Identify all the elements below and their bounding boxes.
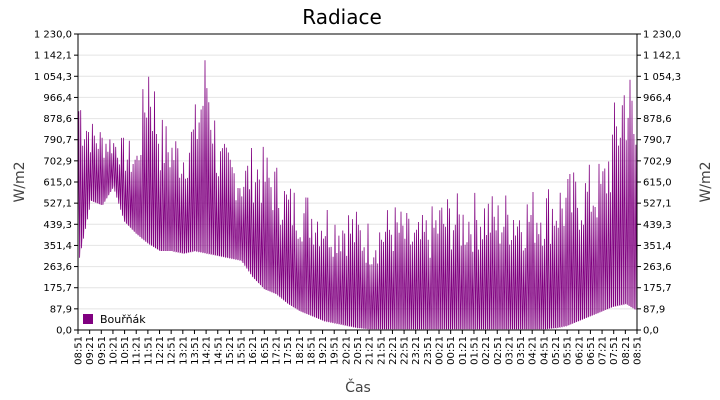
x-tick-label: 21:51: [376, 336, 387, 365]
x-tick-label: 09:51: [97, 336, 108, 365]
x-tick-label: 05:51: [563, 336, 574, 365]
y-axis-left: 0,0 87,9 175,7 263,6 351,4 439,3 527,1 615,0 702…: [34, 30, 78, 337]
x-tick-label: 12:51: [167, 336, 178, 365]
x-tick-label: 18:51: [306, 336, 317, 365]
y-tick-label-left: 175,7: [43, 283, 72, 294]
x-tick-label: 00:51: [446, 336, 457, 365]
x-tick-label: 12:21: [155, 336, 166, 365]
x-tick-label: 20:51: [353, 336, 364, 365]
y-tick-label-right: 966,4: [643, 93, 672, 104]
x-tick-label: 05:21: [551, 336, 562, 365]
x-tick-label: 10:51: [120, 336, 131, 365]
y-tick-label-left: 527,1: [43, 199, 72, 210]
x-tick-label: 23:21: [411, 336, 422, 365]
x-tick-label: 15:51: [237, 336, 248, 365]
x-tick-label: 13:21: [178, 336, 189, 365]
x-tick-label: 08:51: [633, 336, 644, 365]
y-tick-label-right: 0,0: [643, 326, 659, 337]
chart-title: Radiace: [302, 5, 382, 29]
x-tick-label: 16:51: [260, 336, 271, 365]
y-tick-label-left: 0,0: [56, 326, 72, 337]
x-tick-label: 09:21: [85, 336, 96, 365]
x-tick-label: 10:21: [108, 336, 119, 365]
y-tick-label-left: 1 230,0: [34, 30, 72, 41]
x-tick-label: 20:21: [341, 336, 352, 365]
y-tick-label-left: 878,6: [43, 114, 72, 125]
x-tick-label: 11:21: [132, 336, 143, 365]
x-tick-label: 21:21: [365, 336, 376, 365]
y-tick-label-left: 1 142,1: [34, 51, 72, 62]
x-tick-label: 15:21: [225, 336, 236, 365]
y-tick-label-left: 702,9: [43, 156, 72, 167]
x-tick-label: 02:51: [493, 336, 504, 365]
x-tick-label: 22:21: [388, 336, 399, 365]
x-tick-label: 00:21: [435, 336, 446, 365]
y-axis-title-left: W/m2: [12, 161, 28, 202]
x-tick-label: 18:21: [295, 336, 306, 365]
y-tick-label-right: 1 230,0: [643, 30, 681, 41]
x-tick-label: 02:21: [481, 336, 492, 365]
y-tick-label-left: 439,3: [43, 220, 72, 231]
x-axis: 08:51 09:21 09:51 10:21 10:51 11:21 11:51 12:21…: [74, 330, 644, 365]
x-tick-label: 04:51: [539, 336, 550, 365]
legend: Bouřňák: [83, 313, 146, 326]
x-tick-label: 07:51: [609, 336, 620, 365]
y-tick-label-left: 351,4: [43, 241, 72, 252]
y-tick-label-left: 966,4: [43, 93, 72, 104]
x-tick-label: 01:51: [469, 336, 480, 365]
x-tick-label: 13:51: [190, 336, 201, 365]
y-tick-label-right: 1 054,3: [643, 72, 681, 83]
x-tick-label: 16:21: [248, 336, 259, 365]
x-tick-label: 01:21: [458, 336, 469, 365]
x-tick-label: 23:51: [423, 336, 434, 365]
legend-label: Bouřňák: [100, 313, 146, 326]
y-tick-label-right: 790,7: [643, 135, 672, 146]
y-tick-label-right: 175,7: [643, 283, 672, 294]
y-tick-label-right: 87,9: [643, 304, 665, 315]
y-tick-label-left: 87,9: [50, 304, 72, 315]
x-tick-label: 03:51: [516, 336, 527, 365]
x-tick-label: 04:21: [528, 336, 539, 365]
y-tick-label-right: 439,3: [643, 220, 672, 231]
series-layer: [77, 60, 638, 330]
x-tick-label: 06:51: [586, 336, 597, 365]
x-tick-label: 03:21: [504, 336, 515, 365]
x-tick-label: 14:21: [202, 336, 213, 365]
x-tick-label: 14:51: [213, 336, 224, 365]
y-tick-label-left: 615,0: [43, 178, 72, 189]
x-tick-label: 17:51: [283, 336, 294, 365]
y-tick-label-right: 263,6: [643, 262, 672, 273]
y-tick-label-right: 1 142,1: [643, 51, 681, 62]
y-tick-label-right: 878,6: [643, 114, 672, 125]
series-line: [77, 60, 638, 330]
x-tick-label: 22:51: [400, 336, 411, 365]
y-tick-label-right: 527,1: [643, 199, 672, 210]
x-tick-label: 06:21: [574, 336, 585, 365]
y-tick-label-right: 702,9: [643, 156, 672, 167]
plot-frame: [77, 33, 638, 331]
legend-swatch: [83, 314, 93, 324]
x-tick-label: 19:51: [330, 336, 341, 365]
y-axis-right: 0,0 87,9 175,7 263,6 351,4 439,3 527,1 615,0 702…: [637, 30, 681, 337]
grid: [78, 54, 637, 310]
x-tick-label: 11:51: [143, 336, 154, 365]
x-tick-label: 19:21: [318, 336, 329, 365]
y-axis-title-right: W/m2: [698, 161, 714, 202]
y-tick-label-left: 790,7: [43, 135, 72, 146]
x-tick-label: 08:51: [74, 336, 85, 365]
x-tick-label: 17:21: [271, 336, 282, 365]
y-tick-label-right: 615,0: [643, 178, 672, 189]
x-tick-label: 07:21: [598, 336, 609, 365]
x-tick-label: 08:21: [621, 336, 632, 365]
x-axis-title: Čas: [345, 378, 371, 396]
y-tick-label-left: 263,6: [43, 262, 72, 273]
y-tick-label-left: 1 054,3: [34, 72, 72, 83]
y-tick-label-right: 351,4: [643, 241, 672, 252]
